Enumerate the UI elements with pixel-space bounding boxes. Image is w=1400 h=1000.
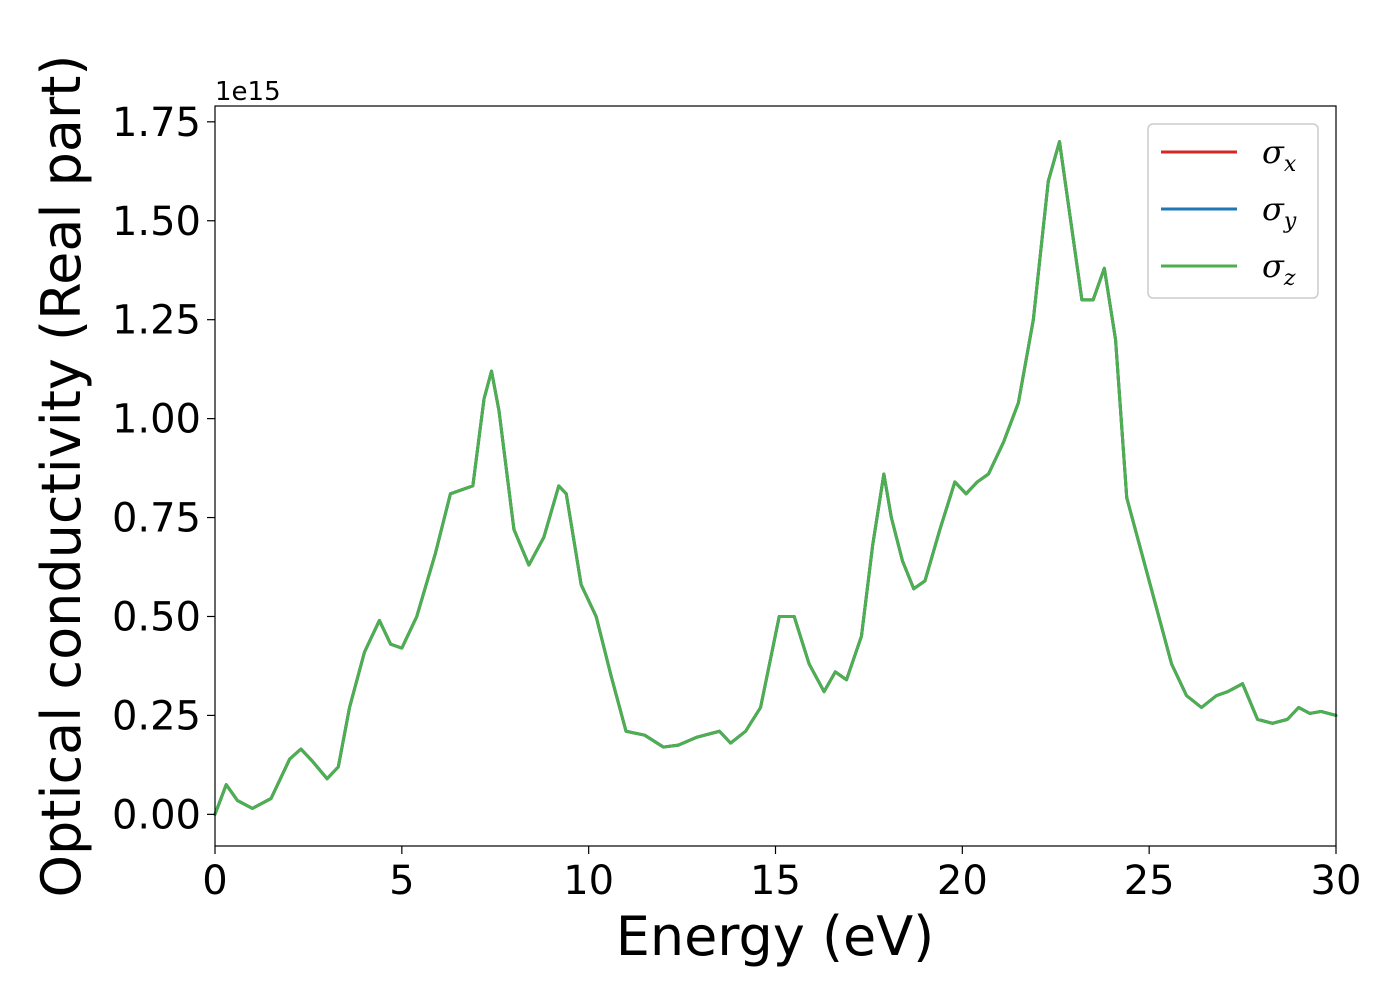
x-tick-label: 5 — [389, 858, 414, 904]
x-tick-label: 10 — [563, 858, 614, 904]
y-tick-label: 1.25 — [112, 298, 201, 344]
x-tick-label: 15 — [750, 858, 801, 904]
x-axis-label: Energy (eV) — [616, 905, 935, 968]
y-axis-label: Optical conductivity (Real part) — [30, 55, 93, 898]
x-tick-label: 0 — [202, 858, 227, 904]
y-tick-label: 0.25 — [112, 693, 201, 739]
x-tick-label: 30 — [1311, 858, 1362, 904]
y-offset-label: 1e15 — [215, 77, 281, 107]
y-axis: 0.00 0.25 0.50 0.75 1.00 1.25 1.50 1.75 — [112, 100, 215, 838]
y-tick-label: 0.00 — [112, 792, 201, 838]
y-tick-label: 1.50 — [112, 199, 201, 245]
x-tick-label: 20 — [937, 858, 988, 904]
x-axis: 0 5 10 15 20 25 30 — [202, 846, 1361, 904]
x-tick-label: 25 — [1124, 858, 1175, 904]
y-tick-label: 1.00 — [112, 397, 201, 443]
legend-box — [1147, 123, 1319, 299]
y-tick-label: 0.50 — [112, 594, 201, 640]
y-tick-label: 0.75 — [112, 496, 201, 542]
series-layer — [213, 140, 1338, 816]
series-line-σ_z — [213, 140, 1338, 816]
y-tick-label: 1.75 — [112, 100, 201, 146]
